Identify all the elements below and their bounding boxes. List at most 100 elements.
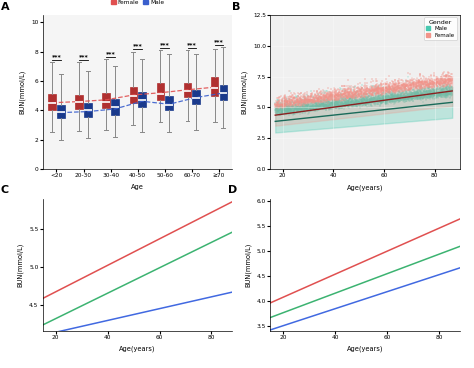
Point [318,103,325,109]
Point [395,93,402,99]
Point [415,93,422,99]
Point [401,90,409,96]
Point [422,93,430,99]
Point [408,96,416,102]
Point [313,103,320,109]
Point [322,104,329,110]
Point [420,92,428,98]
Point [419,91,426,97]
Point [351,96,358,102]
Point [377,88,385,94]
Point [388,78,395,84]
Point [317,98,325,103]
Point [276,103,284,109]
Point [364,99,371,105]
Point [424,85,432,91]
Point [293,107,301,113]
Point [312,105,319,111]
Point [283,109,291,115]
Point [382,93,390,99]
Point [416,93,424,99]
Point [292,104,300,110]
Point [295,103,302,109]
Point [380,88,388,94]
Point [273,112,281,117]
Point [286,93,293,99]
Point [391,93,398,99]
Point [348,95,356,101]
Point [295,99,303,105]
Point [386,84,394,89]
Point [446,89,454,95]
Point [304,102,311,108]
Point [296,107,304,113]
Point [367,98,375,104]
Point [417,97,425,103]
Point [430,93,438,99]
Point [403,96,410,102]
Point [338,101,346,107]
Point [306,100,313,106]
Point [349,98,356,104]
Point [417,95,424,100]
Point [393,94,401,100]
Point [361,94,369,100]
Point [327,90,334,96]
Point [279,109,286,114]
Point [426,90,433,96]
Point [431,89,438,95]
Point [407,78,414,84]
Point [356,99,363,105]
Point [275,100,283,106]
Point [369,99,376,105]
Point [412,92,420,98]
Point [313,103,320,109]
Point [342,100,350,106]
Point [346,102,353,108]
Point [336,89,343,95]
Point [394,88,401,94]
Point [367,98,375,103]
Point [392,84,400,90]
Point [410,90,418,96]
Point [327,106,335,112]
Point [404,87,411,93]
Point [303,107,310,113]
Point [444,77,451,83]
Point [373,95,381,100]
Point [342,93,350,99]
Point [308,99,316,105]
Point [410,88,418,93]
Point [394,86,402,92]
Point [376,88,384,93]
Point [312,99,320,105]
Point [317,105,324,110]
Point [316,99,324,105]
Point [333,103,340,109]
Point [436,81,443,86]
Point [356,94,364,100]
Point [319,103,327,109]
Point [374,88,381,94]
Point [441,81,448,86]
Point [331,98,339,104]
Point [443,78,450,84]
Point [356,85,363,91]
Point [363,91,371,97]
Point [389,85,396,91]
Point [319,101,326,107]
Point [370,97,378,103]
Point [356,88,364,94]
Point [421,91,429,97]
Point [315,104,323,110]
Point [384,85,392,91]
Point [291,108,298,114]
Point [400,89,407,95]
Point [287,103,294,109]
Point [391,95,398,101]
Point [381,98,389,104]
Point [325,102,333,108]
Point [282,108,289,114]
Point [311,103,319,109]
Point [283,109,290,115]
